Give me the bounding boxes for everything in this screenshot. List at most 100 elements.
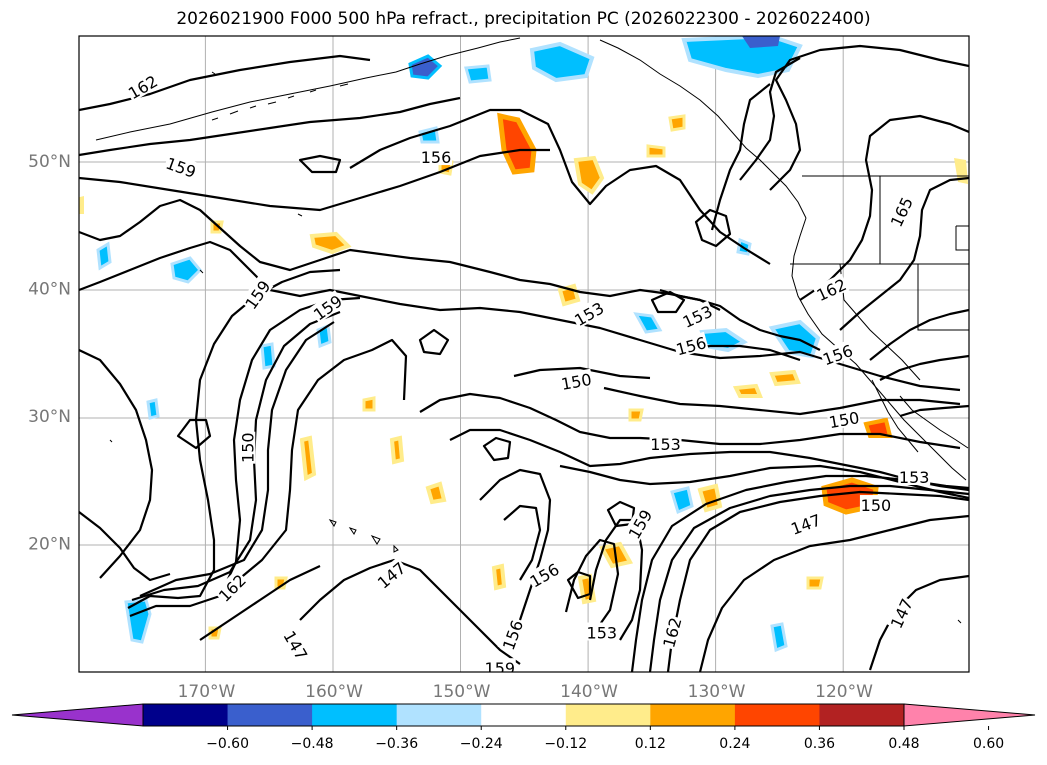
us-state-border (955, 225, 969, 251)
colorbar-segment (396, 704, 482, 726)
contour-label-bg (787, 509, 824, 538)
colorbar-segment (650, 704, 736, 726)
precip-blob (770, 622, 788, 653)
us-state-border (839, 263, 921, 381)
contour-label-bg (678, 300, 716, 331)
lon-label: 140°W (560, 682, 618, 702)
contour-line (739, 57, 801, 181)
colorbar-tick-label: 0.12 (635, 736, 666, 752)
lat-label: 40°N (28, 279, 71, 299)
contour-label-bg (525, 558, 563, 591)
precip-blob (646, 144, 666, 158)
map-title: 2026021900 F000 500 hPa refract., precip… (176, 9, 871, 29)
contour-label-bg (570, 297, 607, 329)
contour-line (839, 176, 969, 331)
contour-label: 150 (827, 408, 860, 432)
contour-label-bg (898, 466, 931, 485)
contour-line (79, 96, 461, 157)
contour-label: 153 (899, 468, 930, 487)
contour-labels: 162 159 156 159 159 153 153 156 150 150 153 159 150 1… (123, 70, 1013, 678)
contour-line (799, 114, 969, 301)
colorbar-tick-label: 0.36 (804, 736, 835, 752)
contour-label-group: 159 (308, 290, 346, 324)
precip-blob (491, 563, 507, 591)
contour-label: 162 (659, 615, 685, 649)
colorbar-extend-low (11, 703, 144, 727)
precip-blob (633, 312, 663, 334)
contour-label-bg (649, 433, 682, 452)
contour-label: 159 (310, 291, 346, 324)
contour-label-group: 153 (649, 433, 682, 454)
contour-label-bg (885, 594, 916, 632)
precip-blob (170, 256, 203, 284)
contour-label-group: 162 (993, 234, 1013, 266)
contour-line (603, 386, 961, 416)
contour-label-bg (885, 193, 916, 230)
colorbar-segment (312, 704, 398, 726)
colorbar-segment (565, 704, 651, 726)
contour-label-bg (993, 234, 1011, 266)
precip-blob (497, 112, 537, 175)
contour-line (513, 366, 651, 380)
contour-label-bg (240, 275, 274, 313)
precip-blob (260, 342, 276, 370)
colorbar-tick-label: −0.12 (544, 736, 587, 752)
contour-label: 159 (241, 277, 274, 313)
contour-label-bg (819, 339, 856, 368)
lat-label: 50°N (28, 152, 71, 172)
baja-coast (871, 379, 969, 453)
contour-label: 153 (587, 623, 618, 642)
contour-line (299, 558, 521, 665)
contour-label-bg (859, 495, 892, 514)
contour-line (176, 418, 212, 450)
contour-line (648, 484, 969, 672)
precip-blob (769, 369, 801, 387)
contour-label: 150 (238, 432, 257, 463)
contour-line (79, 54, 371, 112)
lon-label: 150°W (433, 682, 491, 702)
contour-line (710, 83, 771, 231)
contour-label: 147 (788, 510, 823, 538)
contour-label-group: 147 (787, 509, 824, 539)
contour-label-bg (658, 614, 684, 651)
precip-blob (425, 481, 447, 505)
precip-blob (670, 486, 694, 515)
precip-blob (573, 155, 605, 195)
contour-line (419, 392, 961, 450)
contour-label-group: 159 (163, 152, 200, 182)
contour-label: 156 (421, 148, 452, 167)
contour-label-bg (623, 505, 655, 543)
contour-label-bg (497, 616, 526, 653)
us-state-border (879, 176, 969, 331)
contour-line (79, 349, 154, 579)
contour-line (566, 570, 592, 600)
precip-blob (299, 435, 317, 482)
contour-line (79, 198, 721, 311)
contour-line (418, 328, 450, 356)
contour-line (869, 308, 969, 361)
pacific-islands (109, 71, 962, 624)
contour-line (79, 148, 550, 212)
alaska-peninsula-coast (95, 37, 521, 141)
aleutian-islands (211, 83, 349, 121)
contour-label: 153 (650, 435, 681, 454)
contour-label-group: 147 (279, 626, 313, 664)
precip-blob (464, 64, 492, 84)
precip-blob (732, 383, 763, 398)
contour-label: 159 (485, 659, 516, 678)
precip-blob (742, 36, 780, 48)
contour-label-group: 159 (483, 658, 516, 678)
contour-label: 147 (279, 628, 311, 664)
coastlines (95, 37, 969, 624)
contour-label-group: 150 (826, 407, 862, 432)
contour-line (879, 354, 969, 381)
contour-label-bg (213, 569, 249, 605)
precip-blob (408, 54, 443, 80)
contour-line (868, 574, 969, 671)
contour-line (666, 490, 969, 672)
contour-label-bg (237, 431, 256, 464)
lon-label: 160°W (305, 682, 363, 702)
colorbar-tick-label: 0.48 (888, 736, 919, 752)
contour-line (503, 504, 542, 581)
alaska-panhandle-coast (599, 39, 807, 219)
